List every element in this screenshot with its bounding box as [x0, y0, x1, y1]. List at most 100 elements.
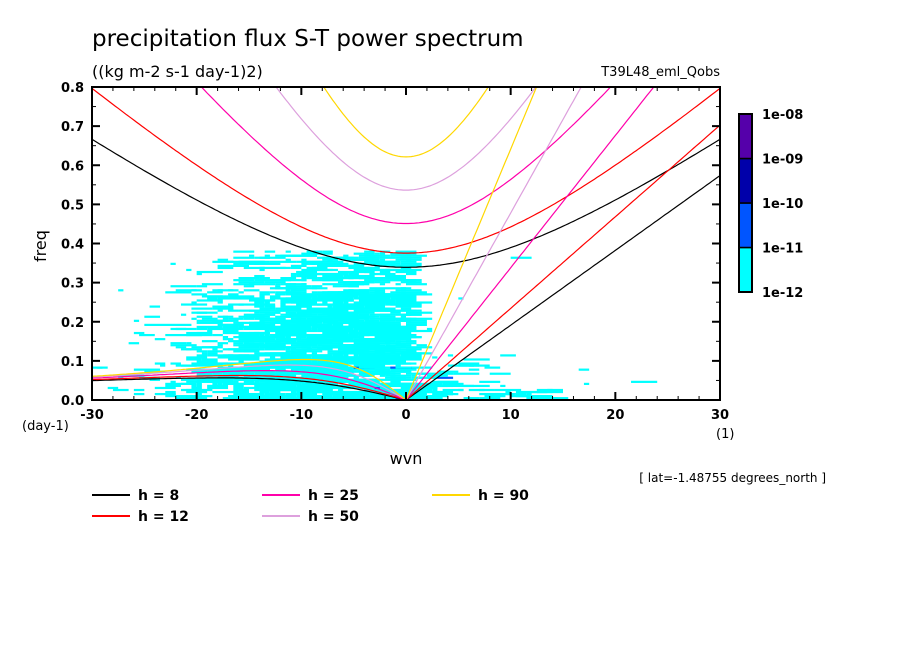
heatmap-cell: [280, 397, 286, 400]
heatmap-cell: [259, 297, 265, 300]
heatmap-cell: [228, 380, 234, 383]
heatmap-cell: [536, 388, 553, 392]
heatmap-cell: [259, 366, 270, 369]
heatmap-cell: [170, 392, 176, 396]
heatmap-cell: [269, 358, 286, 361]
heatmap-cell: [343, 333, 349, 337]
heatmap-cell: [228, 348, 244, 351]
y-tick-label: 0.8: [61, 81, 84, 96]
heatmap-cell: [374, 252, 380, 255]
heatmap-cell: [468, 364, 490, 367]
heatmap-cell: [343, 307, 349, 310]
heatmap-cell: [264, 342, 281, 345]
heatmap-cell: [406, 340, 417, 343]
heatmap-cell: [369, 305, 386, 308]
heatmap-cell: [269, 260, 297, 263]
heatmap-cell: [358, 338, 365, 341]
heatmap-cell: [332, 323, 344, 327]
heatmap-cell: [228, 368, 249, 371]
heatmap-cell: [186, 380, 202, 383]
heatmap-cell: [322, 354, 328, 357]
heatmap-cell: [385, 309, 396, 312]
heatmap-cell: [369, 258, 380, 261]
heatmap-cell: [327, 250, 333, 253]
heatmap-cell: [212, 333, 223, 337]
heatmap-cell: [358, 281, 375, 284]
heatmap-cell: [311, 352, 318, 355]
heatmap-cell: [358, 283, 365, 286]
heatmap-cell: [212, 307, 234, 310]
heatmap-cell: [322, 327, 328, 331]
heatmap-cell: [222, 327, 244, 331]
heatmap-cell: [400, 299, 417, 302]
y-tick-label: 0.3: [61, 277, 84, 292]
heatmap-cell: [259, 266, 286, 270]
heatmap-cell: [275, 315, 291, 318]
heatmap-cell: [285, 360, 312, 363]
heatmap-cell: [238, 323, 244, 327]
heatmap-cell: [406, 321, 427, 324]
heatmap-cell: [406, 283, 427, 286]
heatmap-cell: [379, 258, 386, 261]
heatmap-cell: [348, 327, 354, 331]
heatmap-cell: [337, 360, 344, 363]
heatmap-cell: [353, 323, 365, 327]
heatmap-cell: [243, 386, 260, 390]
heatmap-cell: [264, 301, 270, 304]
heatmap-cell: [280, 279, 307, 282]
heatmap-cell: [411, 382, 433, 386]
heatmap-cell: [322, 386, 349, 390]
heatmap-cell: [406, 346, 433, 349]
heatmap-cell: [296, 317, 307, 320]
heatmap-cell: [191, 289, 202, 292]
heatmap-cell: [285, 372, 312, 375]
heatmap-cell: [233, 262, 260, 265]
heatmap-cell: [243, 348, 255, 351]
heatmap-cell: [259, 368, 270, 371]
heatmap-cell: [364, 395, 370, 398]
heatmap-cell: [542, 397, 548, 400]
heatmap-cell: [301, 392, 318, 396]
heatmap-cell: [228, 289, 239, 292]
heatmap-cell: [222, 305, 229, 308]
heatmap-cell: [395, 264, 422, 268]
heatmap-cell: [306, 376, 312, 379]
heatmap-cell: [453, 372, 480, 375]
heatmap-cell: [249, 315, 255, 318]
heatmap-cell: [364, 342, 370, 345]
heatmap-cell: [301, 325, 312, 329]
heatmap-cell: [269, 397, 286, 400]
heatmap-cell: [374, 289, 380, 292]
heatmap-cell: [222, 397, 229, 400]
heatmap-cell: [343, 327, 349, 331]
heatmap-cell: [374, 348, 391, 351]
heatmap-cell: [406, 366, 412, 369]
heatmap-cell: [311, 321, 318, 324]
heatmap-cell: [170, 362, 181, 365]
heatmap-cell: [217, 301, 223, 304]
heatmap-cell: [264, 340, 281, 343]
heatmap-cell: [348, 397, 354, 400]
legend-label: h = 8: [138, 488, 179, 504]
heatmap-cell: [353, 270, 375, 274]
heatmap-cell: [217, 342, 229, 345]
heatmap-cell: [426, 382, 443, 386]
heatmap-cell: [317, 386, 323, 390]
heatmap-cell: [395, 270, 417, 274]
heatmap-cell: [327, 395, 333, 398]
heatmap-cell: [254, 262, 281, 265]
heatmap-cell: [207, 291, 223, 294]
heatmap-cell: [186, 342, 192, 345]
heatmap-cell: [369, 256, 380, 259]
heatmap-cell: [547, 390, 563, 394]
heatmap-cell: [364, 364, 386, 367]
heatmap-cell: [170, 262, 176, 265]
heatmap-cell: [306, 274, 318, 278]
heatmap-cell: [317, 354, 323, 357]
heatmap-cell: [301, 344, 312, 347]
heatmap-cell: [364, 370, 370, 373]
heatmap-cell: [144, 323, 171, 327]
heatmap-cell: [379, 252, 386, 255]
heatmap-cell: [369, 329, 375, 333]
heatmap-cell: [322, 317, 328, 320]
